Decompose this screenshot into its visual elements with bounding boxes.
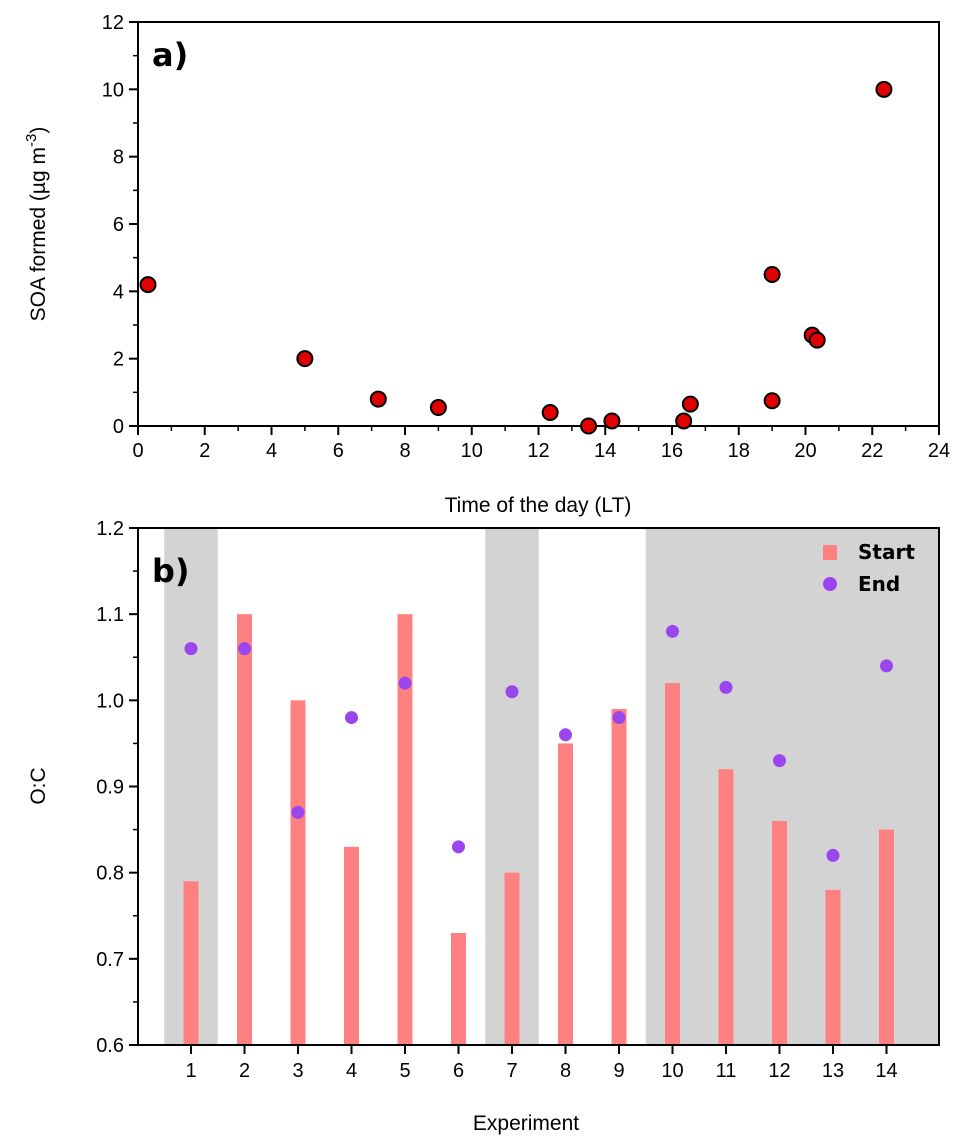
end-data-point	[452, 840, 465, 854]
panel-a-x-tick-label: 14	[594, 440, 616, 462]
start-bar	[451, 932, 466, 1045]
start-bar	[665, 683, 680, 1045]
panel-b-y-tick-label: 1.2	[96, 518, 124, 540]
panel-b-x-tick-label: 3	[292, 1060, 303, 1082]
panel-a-x-tick-label: 2	[199, 440, 210, 462]
soa-data-point	[763, 266, 781, 283]
start-bar	[344, 846, 359, 1045]
panel-a-x-tick-label: 8	[399, 440, 410, 462]
panel-b-label: b)	[152, 552, 190, 590]
end-data-point	[345, 711, 358, 725]
panel-b-y-tick-label: 0.8	[96, 863, 124, 885]
panel-b-y-tick-label: 0.6	[96, 1035, 124, 1057]
soa-data-point	[681, 395, 699, 413]
soa-data-point	[763, 392, 781, 410]
panel-a-y-tick-label: 0	[113, 416, 124, 438]
start-bar	[397, 614, 413, 1045]
soa-data-point	[429, 398, 447, 416]
panel-a-y-tick-label: 2	[113, 349, 124, 371]
panel-a-x-tick-label: 6	[333, 440, 344, 462]
end-data-point	[238, 642, 251, 656]
end-data-point	[505, 685, 519, 699]
end-data-point	[826, 848, 840, 862]
legend: Start End	[823, 540, 915, 596]
panel-a-x-tick-label: 4	[266, 440, 277, 462]
panel-b-x-tick-label: 11	[716, 1060, 737, 1082]
soa-data-point	[675, 412, 693, 430]
soa-data-point	[603, 412, 621, 430]
panel-a-x-tick-label: 10	[461, 440, 483, 462]
panel-b-x-tick-label: 14	[875, 1060, 897, 1082]
panel-b-y-tick-label: 1.0	[96, 690, 124, 712]
panel-b-x-axis-label: Experiment	[473, 1112, 579, 1135]
start-bar	[558, 743, 573, 1045]
panel-a-y-tick-label: 12	[102, 12, 124, 34]
panel-b-x-tick-label: 1	[185, 1060, 196, 1082]
panel-a-x-axis-label: Time of the day (LT)	[445, 494, 632, 517]
end-data-point	[398, 676, 412, 690]
panel-a-plot-frame	[137, 21, 940, 427]
soa-data-point	[580, 417, 598, 435]
panel-a-label: a)	[152, 36, 188, 74]
end-data-point	[291, 805, 305, 819]
start-bar	[718, 769, 734, 1045]
panel-b-bar-chart: 1 2 3 4 5 6 7 8 9 10 11 12 13 14 0.60.70.80.91.01.11.…	[27, 518, 940, 1135]
panel-a-x-tick-label: 20	[794, 440, 816, 462]
panel-a-x-tick-label: 18	[728, 440, 750, 462]
soa-data-point	[875, 80, 893, 98]
soa-data-point	[541, 404, 559, 422]
start-bar	[504, 872, 520, 1045]
panel-b-y-tick-label: 0.7	[96, 949, 124, 971]
soa-data-point	[808, 331, 826, 349]
panel-b-x-tick-label: 5	[399, 1060, 410, 1082]
legend-start-swatch	[823, 545, 837, 560]
panel-a-y-axis-label: SOA formed (µg m-3)	[23, 127, 50, 322]
panel-b-x-tick-label: 7	[506, 1060, 517, 1082]
start-bar	[879, 829, 894, 1045]
panel-b-y-tick-label: 1.1	[96, 604, 124, 626]
panel-a-x-tick-label: 16	[661, 440, 683, 462]
panel-a-y-tick-label: 6	[113, 214, 124, 236]
panel-b-x-tick-label: 9	[613, 1060, 624, 1082]
panel-b-y-axis-label: O:C	[27, 767, 50, 804]
panel-a-x-tick-label: 12	[527, 440, 549, 462]
soa-data-point	[139, 276, 157, 294]
panel-b-y-tick-label: 0.9	[96, 777, 124, 799]
panel-b-x-tick-label: 12	[768, 1060, 790, 1082]
legend-start-label: Start	[858, 540, 915, 564]
end-data-point	[773, 754, 786, 768]
soa-data-point	[369, 390, 387, 408]
shaded-region	[645, 528, 939, 1045]
start-bar	[772, 820, 787, 1045]
start-bar	[611, 708, 627, 1045]
panel-b-x-tick-label: 8	[560, 1060, 571, 1082]
end-data-point	[559, 728, 572, 742]
end-data-point	[880, 659, 893, 673]
panel-b-x-tick-label: 6	[453, 1060, 464, 1082]
start-bar	[183, 881, 199, 1045]
panel-b-x-tick-label: 10	[661, 1060, 683, 1082]
panel-a-x-tick-label: 0	[132, 440, 143, 462]
panel-a-x-tick-label: 22	[861, 440, 883, 462]
legend-end-marker	[823, 577, 837, 591]
panel-a-x-tick-label: 24	[928, 440, 950, 462]
panel-b-x-tick-label: 13	[822, 1060, 844, 1082]
end-data-point	[719, 680, 733, 694]
panel-a-y-tick-label: 10	[102, 79, 124, 101]
soa-data-point	[296, 350, 314, 368]
panel-a-y-tick-label: 4	[113, 281, 124, 303]
start-bar	[237, 614, 252, 1045]
start-bar	[825, 889, 841, 1045]
legend-end-label: End	[858, 572, 900, 596]
panel-a-y-tick-label: 8	[113, 147, 124, 169]
end-data-point	[184, 642, 198, 656]
end-data-point	[666, 624, 679, 638]
start-bar	[290, 700, 306, 1045]
panel-b-x-tick-label: 2	[239, 1060, 250, 1082]
panel-b-x-tick-label: 4	[346, 1060, 357, 1082]
end-data-point	[612, 711, 626, 725]
